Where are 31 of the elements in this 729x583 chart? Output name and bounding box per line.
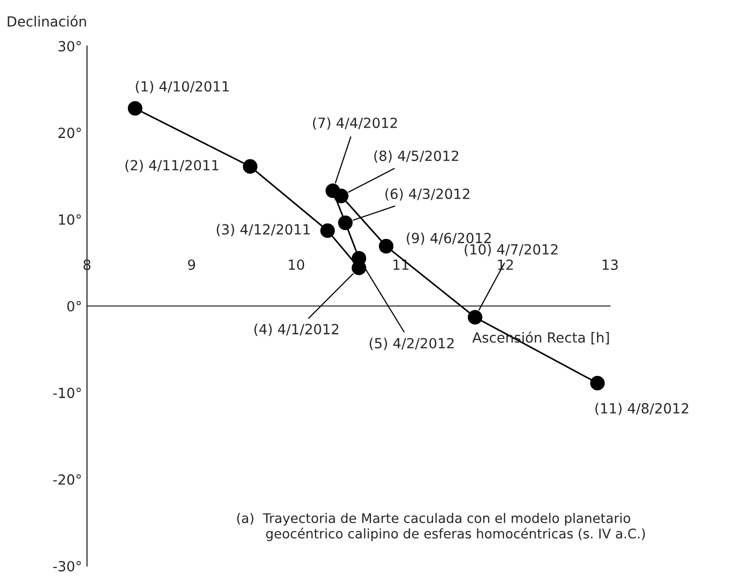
- point: [378, 238, 394, 254]
- y-tick-label: 10°: [59, 214, 81, 225]
- y-tick-label: -30°: [53, 560, 81, 572]
- y-tick-label: 30°: [58, 40, 81, 52]
- annotation: (11) 4/8/2012: [595, 402, 688, 416]
- annotation: (a) Trayectoria de Marte caculada con el modelo planetario geocéntrico calipino de esferas homocéntricas (s. IV a.C.): [237, 512, 645, 542]
- x-tick-label: 10: [288, 259, 304, 270]
- y-tick-label: 20°: [58, 128, 81, 138]
- y-tick-label: -10°: [53, 388, 81, 398]
- annotation: (6) 4/3/2012: [385, 188, 470, 201]
- annotation: (9) 4/6/2012: [406, 232, 491, 245]
- y-axis-title: Declinación: [8, 15, 86, 27]
- x-tick-label: 13: [602, 259, 618, 270]
- x-tick-label: 9: [188, 259, 196, 270]
- annotation: (7) 4/4/2012: [312, 117, 397, 130]
- y-tick-label: 0°: [67, 300, 81, 312]
- annotation: (4) 4/1/2012: [254, 324, 338, 336]
- point: [338, 216, 353, 230]
- annotation: (10) 4/7/2012: [464, 244, 558, 256]
- annotation: (1) 4/10/2011: [136, 80, 229, 94]
- point: [468, 310, 482, 325]
- point: [590, 376, 605, 390]
- point: [128, 101, 142, 116]
- annotation: (5) 4/2/2012: [370, 338, 454, 350]
- y-tick-label: -20°: [53, 474, 81, 485]
- point: [334, 188, 348, 204]
- annotation: (8) 4/5/2012: [374, 150, 458, 163]
- annotation: (2) 4/11/2011: [126, 160, 218, 172]
- annotation: (3) 4/12/2011: [216, 224, 310, 236]
- point: [242, 159, 258, 174]
- point: [320, 223, 335, 238]
